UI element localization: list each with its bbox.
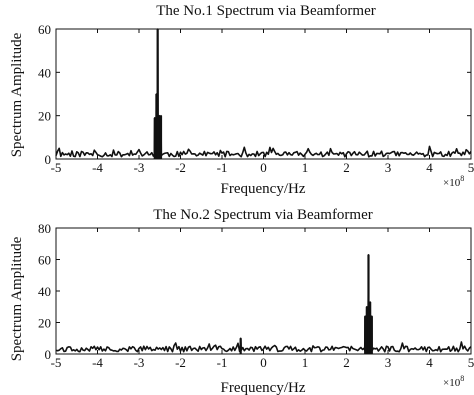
- x-tick-label: 3: [385, 355, 392, 370]
- y-tick-label: 0: [45, 347, 52, 362]
- y-tick-label: 60: [38, 22, 51, 37]
- plot-area-1: [55, 28, 472, 159]
- x-tick-label: -3: [134, 160, 145, 175]
- x-multiplier-1: ×108: [443, 174, 464, 189]
- x-axis-label-1: Frequency/Hz: [221, 181, 306, 197]
- spectrum-series-line: [55, 254, 472, 353]
- x-tick-label: -1: [217, 160, 228, 175]
- x-tick-label: -2: [175, 355, 186, 370]
- y-tick-label: 60: [38, 253, 51, 268]
- y-tick-label: 40: [38, 65, 51, 80]
- x-tick-label: 5: [468, 355, 474, 370]
- x-tick-label: 0: [260, 355, 267, 370]
- x-tick-label: 1: [302, 160, 309, 175]
- y-tick-label: 20: [38, 109, 51, 124]
- y-ticks-1: 0 20 40 60: [38, 22, 471, 167]
- plot-area-2: [55, 254, 472, 354]
- x-tick-label: 0: [260, 160, 267, 175]
- y-tick-label: 80: [38, 221, 51, 236]
- y-axis-label-1: Spectrum Amplitude: [9, 32, 25, 157]
- x-tick-label: 4: [426, 355, 433, 370]
- x-tick-label: 2: [343, 160, 350, 175]
- chart-panel-2: The No.2 Spectrum via Beamformer Spectru…: [9, 207, 474, 395]
- x-tick-label: -5: [51, 355, 62, 370]
- y-tick-label: 0: [45, 152, 52, 167]
- x-tick-label: -5: [51, 160, 62, 175]
- x-tick-label: 1: [302, 355, 309, 370]
- x-tick-label: 3: [385, 160, 392, 175]
- x-tick-label: 4: [426, 160, 433, 175]
- x-tick-label: -1: [217, 355, 228, 370]
- x-tick-label: -2: [175, 160, 186, 175]
- x-ticks-2: -5 -4 -3 -2 -1 0 1 2 3 4 5: [51, 228, 474, 370]
- chart-panel-1: The No.1 Spectrum via Beamformer Spectru…: [9, 3, 474, 197]
- plot-frame-1: [55, 28, 472, 160]
- x-tick-label: -4: [92, 355, 103, 370]
- plot-frame-2: [55, 227, 472, 355]
- y-axis-label-2: Spectrum Amplitude: [9, 236, 25, 361]
- spectrum-series-line: [55, 28, 472, 158]
- chart-title-1: The No.1 Spectrum via Beamformer: [156, 3, 376, 19]
- x-multiplier-2: ×108: [443, 374, 464, 389]
- chart-title-2: The No.2 Spectrum via Beamformer: [153, 207, 373, 223]
- y-ticks-2: 0 20 40 60 80: [38, 221, 471, 362]
- x-tick-label: 5: [468, 160, 474, 175]
- x-tick-label: -4: [92, 160, 103, 175]
- y-tick-label: 20: [38, 316, 51, 331]
- x-axis-label-2: Frequency/Hz: [221, 380, 306, 395]
- x-tick-label: 2: [343, 355, 350, 370]
- x-ticks-1: -5 -4 -3 -2 -1 0 1 2 3 4 5: [51, 29, 474, 175]
- x-tick-label: -3: [134, 355, 145, 370]
- y-tick-label: 40: [38, 284, 51, 299]
